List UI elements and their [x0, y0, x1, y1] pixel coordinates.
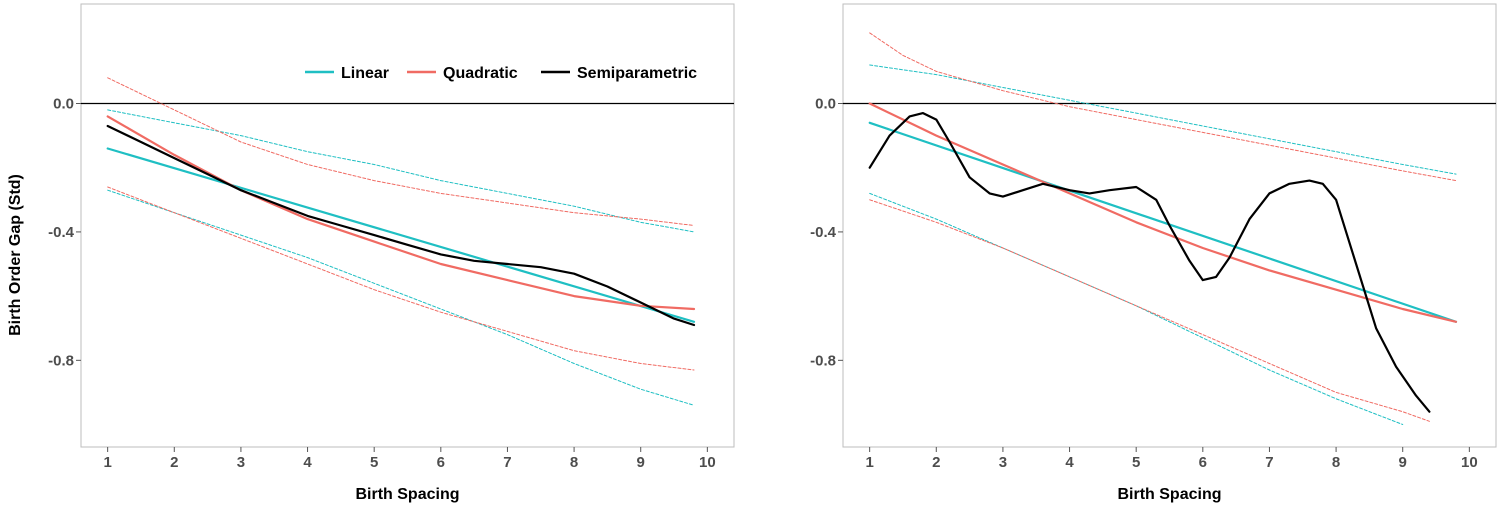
x-tick-label: 3	[999, 454, 1007, 471]
plot-border	[80, 3, 735, 448]
x-tick-label: 9	[1399, 454, 1407, 471]
x-axis-title: Birth Spacing	[355, 486, 459, 503]
x-tick-label: 8	[570, 454, 578, 471]
x-tick-label: 7	[503, 454, 511, 471]
x-tick-label: 7	[1265, 454, 1273, 471]
legend-label-semiparametric: Semiparametric	[577, 65, 697, 82]
quadratic-hi-ci-line	[107, 77, 695, 226]
x-tick-label: 5	[370, 454, 378, 471]
x-tick-label: 1	[865, 454, 873, 471]
x-tick-label: 10	[699, 454, 716, 471]
legend-label-quadratic: Quadratic	[443, 65, 518, 82]
linear-lo-ci-line	[869, 192, 1404, 425]
right-panel: 1 2 3 4 5 6 7 8 9 10 0.0 -0.4 -0.8 Birth Spacing	[810, 3, 1497, 503]
y-axis-title: Birth Order Gap (Std)	[7, 174, 24, 336]
x-tick-label: 4	[1065, 454, 1074, 471]
x-tick-label: 3	[237, 454, 245, 471]
semiparametric-fit-line	[106, 124, 696, 327]
x-tick-label: 2	[170, 454, 178, 471]
y-axis-title-group: Birth Order Gap (Std)	[7, 174, 24, 336]
linear-hi-ci-line	[107, 109, 695, 233]
x-tick-label: 1	[103, 454, 111, 471]
x-tick-label: 10	[1461, 454, 1478, 471]
y-tick-label: -0.4	[48, 224, 75, 241]
x-tick-label: 8	[1332, 454, 1340, 471]
linear-fit-line	[868, 121, 1458, 323]
x-tick-label: 9	[637, 454, 645, 471]
semiparametric-fit-line	[868, 112, 1431, 413]
y-tick-label: -0.4	[810, 224, 837, 241]
x-tick-label: 6	[1199, 454, 1207, 471]
left-panel: 1 2 3 4 5 6 7 8 9 10 0.0 -0.4 -0.8 Birth Spacing Linea…	[48, 3, 735, 503]
x-tick-label: 6	[437, 454, 445, 471]
x-tick-label: 5	[1132, 454, 1140, 471]
linear-lo-ci-line	[107, 189, 695, 406]
quadratic-hi-ci-line	[869, 32, 1457, 182]
y-tick-label: -0.8	[48, 352, 74, 369]
y-tick-label: 0.0	[53, 96, 74, 113]
x-tick-label: 4	[303, 454, 312, 471]
y-tick-label: -0.8	[810, 352, 836, 369]
plot-border	[842, 3, 1497, 448]
legend: Linear Quadratic Semiparametric	[305, 65, 697, 82]
quadratic-lo-ci-line	[869, 199, 1430, 422]
legend-label-linear: Linear	[341, 65, 389, 82]
y-tick-label: 0.0	[815, 96, 836, 113]
quadratic-fit-line	[868, 102, 1458, 323]
quadratic-lo-ci-line	[107, 186, 695, 371]
x-tick-label: 2	[932, 454, 940, 471]
x-axis-title: Birth Spacing	[1117, 486, 1221, 503]
linear-fit-line	[106, 147, 696, 323]
quadratic-fit-line	[106, 115, 696, 311]
